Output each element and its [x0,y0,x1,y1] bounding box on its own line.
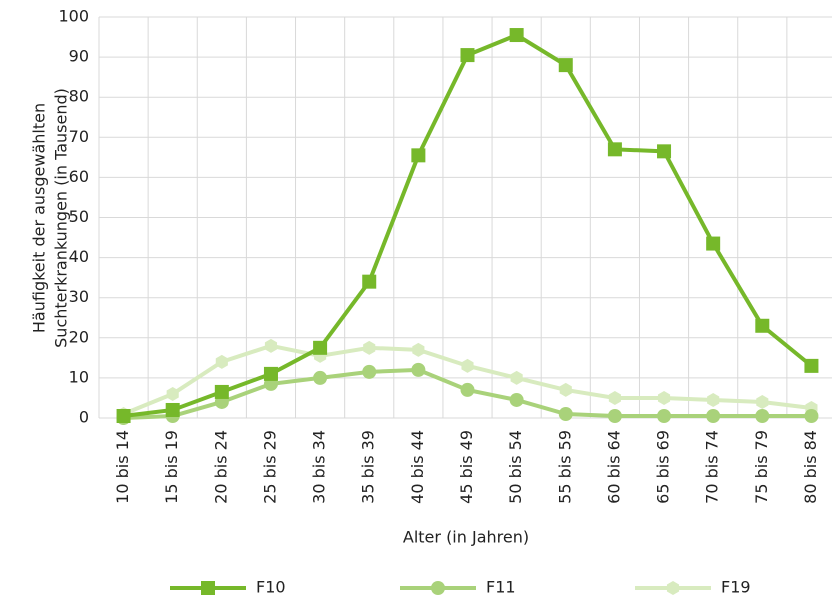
marker [362,274,377,289]
x-tick-label: 70 bis 74 [703,430,722,504]
marker [362,364,377,379]
marker [657,408,672,423]
marker [313,340,328,355]
marker [460,382,475,397]
y-tick-label: 80 [69,87,89,106]
x-tick-label: 20 bis 24 [211,430,230,504]
marker [460,48,475,63]
marker [707,392,720,407]
legend-label: F10 [256,578,286,597]
marker [215,354,228,369]
y-tick-label: 10 [69,367,89,386]
x-tick-label: 10 bis 14 [113,430,132,504]
marker [264,338,278,353]
marker [313,370,328,385]
series [116,362,819,425]
marker [214,384,229,399]
y-tick-label: 70 [69,127,89,146]
marker [558,406,573,421]
y-axis-label: Suchterkrankungen (in Tausend) [52,88,71,348]
y-tick-label: 60 [69,167,89,186]
marker [558,58,573,73]
marker [607,142,622,157]
marker [431,581,445,595]
marker [165,402,180,417]
marker [411,362,426,377]
marker [411,148,426,163]
x-tick-label: 80 bis 84 [801,430,820,504]
x-tick-label: 25 bis 29 [260,430,279,504]
x-tick-label: 50 bis 54 [506,430,525,504]
marker [363,340,376,355]
marker [509,28,524,43]
marker [666,581,680,595]
marker [756,394,769,409]
marker [706,236,721,251]
marker [706,408,721,423]
y-tick-label: 50 [69,207,89,226]
marker [608,390,621,405]
marker [263,366,278,381]
marker [461,358,474,373]
marker [412,342,425,357]
marker [166,386,179,401]
y-tick-label: 40 [69,247,89,266]
x-tick-label: 30 bis 34 [310,430,329,504]
x-tick-label: 45 bis 49 [457,430,476,504]
y-tick-label: 20 [69,327,89,346]
marker [657,144,672,159]
marker [755,318,770,333]
marker [559,382,572,397]
marker [804,358,819,373]
x-tick-label: 40 bis 44 [408,430,427,504]
y-tick-label: 90 [69,47,89,66]
legend-label: F19 [721,578,751,597]
x-tick-label: 75 bis 79 [752,430,771,504]
marker [116,408,131,423]
series [117,338,818,421]
marker [804,408,819,423]
marker [510,370,523,385]
marker [201,581,215,595]
x-tick-label: 60 bis 64 [604,430,623,504]
x-tick-label: 65 bis 69 [654,430,673,504]
y-tick-label: 30 [69,287,89,306]
marker [607,408,622,423]
legend-label: F11 [486,578,516,597]
x-tick-label: 15 bis 19 [162,430,181,504]
x-tick-label: 35 bis 39 [359,430,378,504]
marker [657,390,671,405]
y-axis-label: Häufigkeit der ausgewählten [30,103,49,333]
y-tick-label: 100 [58,7,89,26]
x-tick-label: 55 bis 59 [555,430,574,504]
series [116,28,819,423]
x-axis-label: Alter (in Jahren) [403,528,529,547]
y-tick-label: 0 [79,408,89,427]
marker [755,408,770,423]
marker [509,392,524,407]
